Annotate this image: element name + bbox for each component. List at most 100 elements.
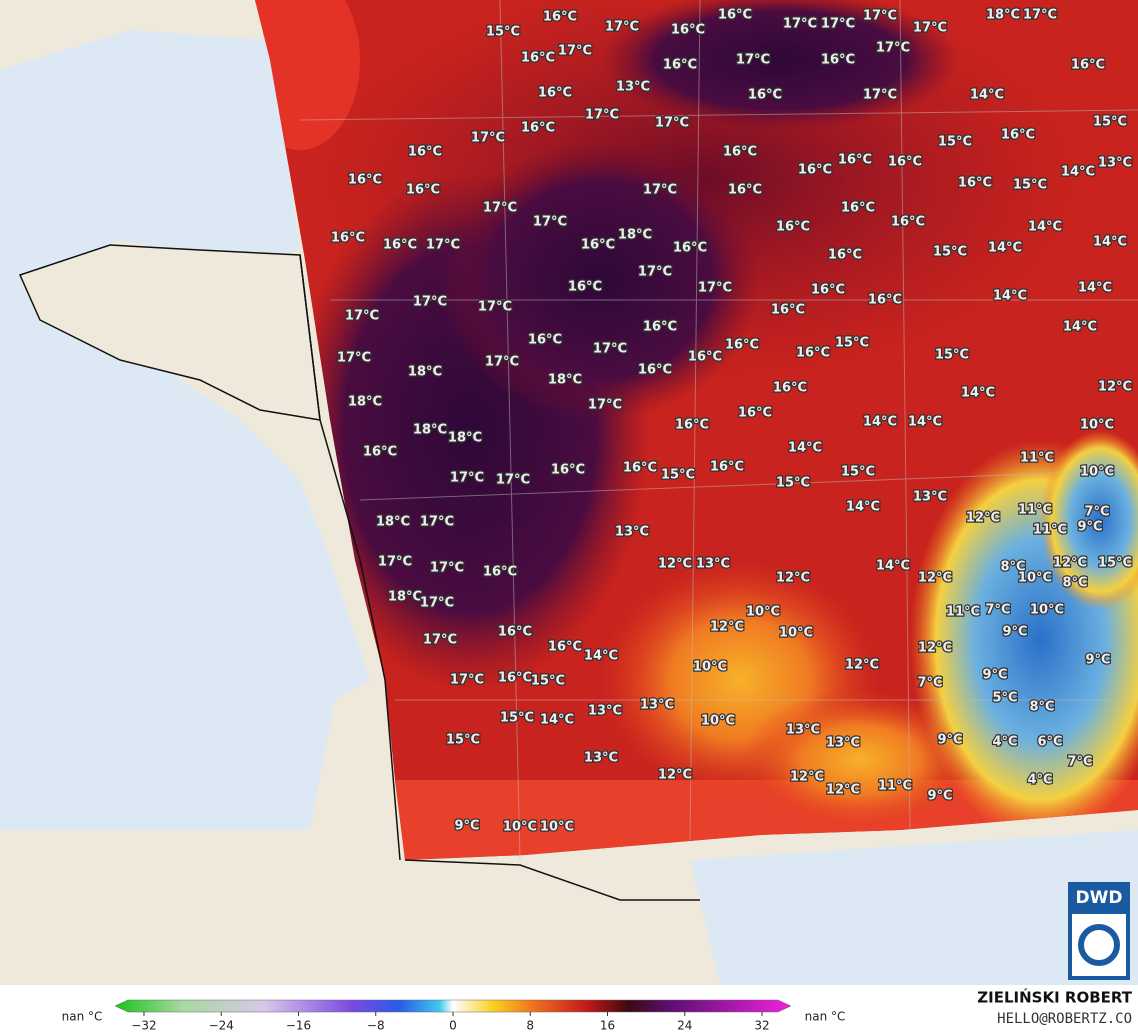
temperature-label: 12°C [658,557,692,572]
temperature-label: 16°C [891,215,925,230]
temperature-label: 16°C [888,155,922,170]
temperature-label: 17°C [496,473,530,488]
temperature-label: 16°C [406,183,440,198]
colorbar-tick-label: −32 [131,1019,156,1033]
logo-swirl [1078,924,1120,966]
temperature-label: 14°C [1028,220,1062,235]
temperature-label: 17°C [585,108,619,123]
temperature-label: 16°C [773,381,807,396]
dwd-logo: DWD [1068,882,1130,980]
temperature-label: 17°C [821,17,855,32]
temperature-label: 10°C [779,626,813,641]
temperature-label: 17°C [558,44,592,59]
temperature-label: 17°C [450,673,484,688]
temperature-label: 14°C [1078,281,1112,296]
temperature-label: 9°C [454,819,479,834]
temperature-label: 17°C [478,300,512,315]
temperature-label: 15°C [486,25,520,40]
temperature-label: 9°C [1085,653,1110,668]
temperature-label: 17°C [655,116,689,131]
map-labels: 16°C 16°C 17°C 16°C 17°C 17°C 17°C 17°C 18°C 17°C… [330,6,1134,836]
temperature-label: 16°C [643,320,677,335]
temperature-label: 4°C [1027,773,1052,788]
temperature-label: 13°C [786,723,820,738]
temperature-label: 12°C [966,511,1000,526]
temperature-label: 16°C [568,280,602,295]
temperature-label: 16°C [521,121,555,136]
email: HELLO@ROBERTZ.CO [997,1011,1132,1027]
temperature-label: 16°C [363,445,397,460]
temperature-label: 12°C [790,770,824,785]
temperature-label: 13°C [584,751,618,766]
temperature-label: 9°C [927,789,952,804]
temperature-label: 15°C [776,476,810,491]
temperature-label: 16°C [798,163,832,178]
temperature-label: 18°C [548,373,582,388]
temperature-label: 10°C [1080,418,1114,433]
temperature-label: 17°C [533,215,567,230]
temperature-label: 11°C [878,779,912,794]
temperature-label: 16°C [771,303,805,318]
temperature-label: 12°C [826,783,860,798]
temperature-label: 13°C [1098,156,1132,171]
colorbar-tick-label: 32 [754,1019,769,1033]
brittany [18,244,321,421]
map [0,0,1138,985]
temperature-label: 10°C [693,660,727,675]
temperature-label: 7°C [1084,505,1109,520]
temperature-label: 8°C [1000,560,1025,575]
temperature-label: 16°C [1071,58,1105,73]
temperature-label: 15°C [446,733,480,748]
temperature-label: 17°C [593,342,627,357]
colorbar-left-label: nan °C [62,1010,103,1024]
temperature-label: 16°C [543,10,577,25]
temperature-label: 5°C [992,691,1017,706]
temperature-label: 16°C [331,231,365,246]
temperature-label: 17°C [378,555,412,570]
temperature-label: 9°C [1002,625,1027,640]
temperature-label: 10°C [701,714,735,729]
colorbar-tick-label: −16 [286,1019,311,1033]
temperature-label: 16°C [348,173,382,188]
temperature-label: 16°C [675,418,709,433]
colorbar: nan °C nan °C −32 −24 −16 −8 0 8 16 24 32 [62,999,846,1033]
temperature-label: 8°C [1062,576,1087,591]
temperature-label: 17°C [420,515,454,530]
temperature-label: 14°C [970,88,1004,103]
temperature-label: 17°C [450,471,484,486]
temperature-label: 17°C [423,633,457,648]
coastline [299,254,700,901]
temperature-label: 16°C [688,350,722,365]
temperature-label: 10°C [1080,465,1114,480]
temperature-label: 17°C [420,596,454,611]
temperature-label: 17°C [588,398,622,413]
temperature-label: 15°C [938,135,972,150]
temperature-label: 17°C [736,53,770,68]
temperature-label: 13°C [615,525,649,540]
temperature-label: 17°C [863,9,897,24]
temperature-label: 18°C [618,228,652,243]
temperature-label: 16°C [663,58,697,73]
temperature-label: 17°C [485,355,519,370]
temperature-label: 16°C [828,248,862,263]
temperature-label: 14°C [584,649,618,664]
temperature-label: 14°C [993,289,1027,304]
colorbar-right-label: nan °C [805,1010,846,1024]
temperature-label: 14°C [908,415,942,430]
temperature-label: 14°C [876,559,910,574]
temperature-label: 16°C [811,283,845,298]
temperature-label: 14°C [961,386,995,401]
temperature-label: 12°C [776,571,810,586]
temperature-label: 17°C [483,201,517,216]
mediterranean [690,830,1138,985]
temperature-label: 18°C [348,395,382,410]
temperature-label: 14°C [1061,165,1095,180]
temperature-label: 17°C [345,309,379,324]
temperature-label: 16°C [958,176,992,191]
temperature-label: 12°C [845,658,879,673]
temperature-label: 10°C [746,605,780,620]
logo-text: DWD [1076,888,1123,908]
temperature-label: 17°C [430,561,464,576]
temperature-label: 16°C [718,8,752,23]
